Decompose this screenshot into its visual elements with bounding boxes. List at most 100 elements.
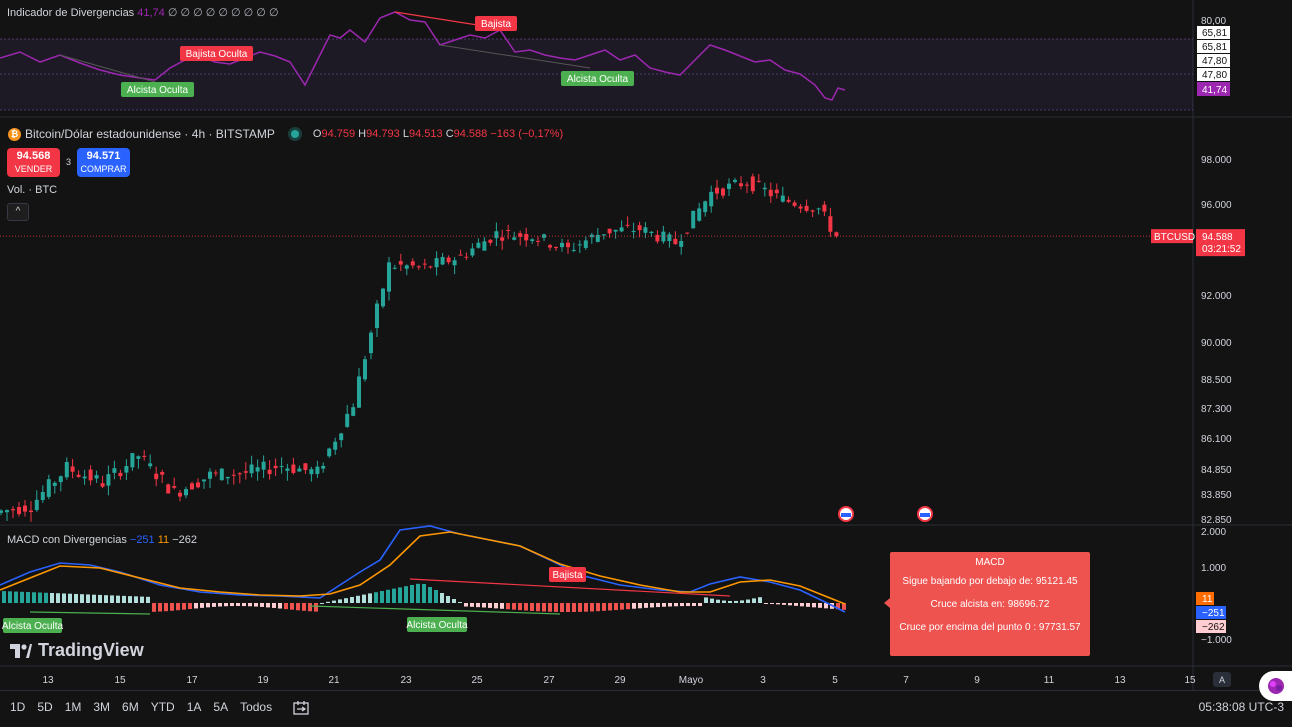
candle-body xyxy=(458,254,463,256)
tf-all[interactable]: Todos xyxy=(240,700,273,714)
price-axis-label: 83.850 xyxy=(1201,490,1232,501)
macd-histogram-bar xyxy=(146,596,150,603)
candle-body xyxy=(130,453,135,468)
candle-body xyxy=(762,187,767,190)
macd-axis-label: −1.000 xyxy=(1201,635,1232,646)
divergence-hidden-line-1 xyxy=(59,54,156,83)
macd-histogram-bar xyxy=(212,603,216,607)
candle-body xyxy=(154,473,159,480)
time-axis-label: 11 xyxy=(1044,675,1055,686)
candle-body xyxy=(88,469,93,481)
macd-histogram-bar xyxy=(194,603,198,609)
indicator-level-badge xyxy=(1197,54,1230,67)
macd-title: MACD con Divergencias −251 11 −262 xyxy=(7,534,197,546)
tf-ytd[interactable]: YTD xyxy=(150,700,175,714)
macd-histogram-bar xyxy=(350,597,354,603)
macd-histogram-bar xyxy=(548,603,552,612)
candle-body xyxy=(398,261,403,265)
candle-body xyxy=(17,507,21,515)
macd-histogram-bar xyxy=(506,603,510,610)
tf-6m[interactable]: 6M xyxy=(122,700,139,714)
candle-body xyxy=(577,244,582,246)
indicator-value: 41,74 xyxy=(137,7,165,19)
candle-body xyxy=(351,407,356,416)
macd-histogram-bar xyxy=(818,603,822,608)
macd-histogram-bar xyxy=(566,603,570,612)
tf-3m[interactable]: 3M xyxy=(93,700,111,714)
indicator-title: Indicador de Divergencias 41,74 ∅ ∅ ∅ ∅ … xyxy=(7,6,279,19)
indicator-level-badge xyxy=(1197,68,1230,81)
candle-body xyxy=(524,234,529,241)
macd-box-line2: Cruce alcista en: 98696.72 xyxy=(930,599,1050,610)
macd-histogram-bar xyxy=(482,603,486,608)
assistant-float-button[interactable] xyxy=(1259,671,1292,701)
candle-body xyxy=(804,205,809,211)
macd-histogram-bar xyxy=(656,603,660,608)
indicator-level-text: 47,80 xyxy=(1202,56,1227,67)
macd-histogram-bar xyxy=(770,603,774,604)
candle-body xyxy=(46,479,51,497)
macd-histogram-bar xyxy=(62,593,66,603)
macd-histogram-bar xyxy=(632,603,636,609)
sell-button[interactable]: 94.568 VENDER xyxy=(7,148,60,177)
macd-label-bearish: Bajista xyxy=(549,567,586,582)
macd-badge-text: 11 xyxy=(1202,594,1213,605)
time-axis-label: 5 xyxy=(832,675,838,686)
indicator-level-badge xyxy=(1197,40,1230,53)
macd-divergence-bearish xyxy=(409,578,731,597)
candle-body xyxy=(828,216,833,232)
macd-histogram-bar xyxy=(98,594,102,603)
macd-histogram-bar xyxy=(92,594,96,603)
macd-histogram-bar xyxy=(638,603,642,609)
candle-body xyxy=(619,227,624,232)
macd-histogram-bar xyxy=(296,603,300,611)
candle-body xyxy=(733,179,737,182)
macd-histogram-bar xyxy=(50,593,54,603)
tf-5a[interactable]: 5A xyxy=(213,700,229,714)
candle-body xyxy=(231,474,236,476)
tf-1m[interactable]: 1M xyxy=(64,700,82,714)
tf-5d[interactable]: 5D xyxy=(37,700,53,714)
price-axis-label: 84.850 xyxy=(1201,465,1232,476)
tf-1d[interactable]: 1D xyxy=(10,700,26,714)
macd-histogram-bar xyxy=(158,603,162,612)
candle-body xyxy=(219,468,224,481)
candle-body xyxy=(142,455,147,457)
clock-timezone[interactable]: 05:38:08 UTC-3 xyxy=(1198,700,1284,714)
date-range-icon[interactable] xyxy=(292,700,310,719)
candle-body xyxy=(392,267,397,269)
spread-value: 3 xyxy=(66,157,72,167)
candle-body xyxy=(536,240,540,242)
tradingview-logo[interactable]: TradingView xyxy=(10,640,144,661)
candle-body xyxy=(172,486,177,488)
candle-body xyxy=(118,472,123,477)
candle-body xyxy=(363,359,367,380)
collapse-chevron-icon[interactable]: ^ xyxy=(7,203,29,221)
ticker-badge xyxy=(1151,229,1193,244)
candle-body xyxy=(476,242,481,248)
symbol-row[interactable]: ₿ Bitcoin/Dólar estadounidense · 4h · BI… xyxy=(8,127,563,141)
candle-body xyxy=(291,464,296,473)
candle-body xyxy=(225,476,230,479)
time-axis-label: 25 xyxy=(471,675,483,686)
candle-body xyxy=(255,467,260,472)
candle-body xyxy=(339,433,344,441)
candle-body xyxy=(387,262,391,292)
macd-histogram-bar xyxy=(416,583,420,603)
candle-body xyxy=(166,484,171,494)
macd-histogram-bar xyxy=(260,603,264,607)
candle-body xyxy=(631,230,636,233)
macd-histogram-bar xyxy=(728,600,732,603)
tf-1a[interactable]: 1A xyxy=(186,700,202,714)
candle-body xyxy=(548,245,552,248)
macd-badge xyxy=(1196,592,1214,605)
macd-info-box: MACD Sigue bajando por debajo de: 95121.… xyxy=(890,552,1090,656)
candle-body xyxy=(595,234,600,242)
time-axis-label: Mayo xyxy=(679,675,704,686)
time-axis-label: 3 xyxy=(760,675,766,686)
buy-button[interactable]: 94.571 COMPRAR xyxy=(77,148,130,177)
symbol-name[interactable]: Bitcoin/Dólar estadounidense · 4h · BITS… xyxy=(25,127,275,141)
candle-body xyxy=(452,260,457,266)
macd-signal-value: 11 xyxy=(157,534,170,546)
